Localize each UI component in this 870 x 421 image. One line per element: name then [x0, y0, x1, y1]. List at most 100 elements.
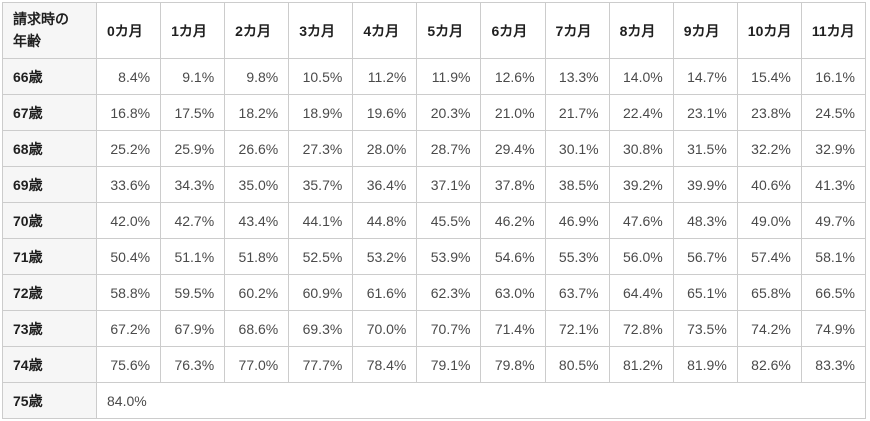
rate-cell: 53.2% — [352, 238, 418, 275]
rate-cell: 78.4% — [352, 346, 418, 383]
table-row: 66歳 8.4% 9.1% 9.8% 10.5% 11.2% 11.9% 12.6% 13.3%… — [2, 58, 867, 95]
rate-cell: 21.0% — [480, 94, 546, 131]
rate-cell: 56.7% — [672, 238, 738, 275]
table-body: 66歳 8.4% 9.1% 9.8% 10.5% 11.2% 11.9% 12.6% 13.3%… — [2, 58, 867, 419]
rate-cell: 17.5% — [160, 94, 226, 131]
rate-cell: 8.4% — [95, 58, 162, 95]
rate-cell: 12.6% — [480, 58, 546, 95]
rate-cell: 22.4% — [608, 94, 674, 131]
age-label: 66歳 — [2, 58, 97, 95]
table-row: 72歳 58.8% 59.5% 60.2% 60.9% 61.6% 62.3% 63.0% 63… — [2, 274, 867, 311]
rate-cell: 66.5% — [800, 274, 867, 311]
rate-cell: 46.2% — [480, 202, 546, 239]
month-header: 8カ月 — [608, 2, 674, 59]
rate-cell: 57.4% — [736, 238, 802, 275]
rate-cell: 58.8% — [95, 274, 162, 311]
rate-cell: 27.3% — [288, 130, 354, 167]
rate-cell: 62.3% — [416, 274, 482, 311]
rate-cell: 51.8% — [224, 238, 290, 275]
age-label: 74歳 — [2, 346, 97, 383]
rate-cell: 15.4% — [736, 58, 802, 95]
rate-cell: 18.9% — [288, 94, 354, 131]
rate-cell: 38.5% — [544, 166, 610, 203]
rate-cell: 51.1% — [160, 238, 226, 275]
rate-cell: 79.1% — [416, 346, 482, 383]
rate-cell: 74.9% — [800, 310, 867, 347]
rate-cell: 30.8% — [608, 130, 674, 167]
rate-cell: 45.5% — [416, 202, 482, 239]
rate-cell: 24.5% — [800, 94, 867, 131]
rate-cell: 39.2% — [608, 166, 674, 203]
table-row: 67歳 16.8% 17.5% 18.2% 18.9% 19.6% 20.3% 21.0% 21… — [2, 94, 867, 131]
rate-cell: 9.1% — [160, 58, 226, 95]
rate-cell: 82.6% — [736, 346, 802, 383]
rate-cell: 35.7% — [288, 166, 354, 203]
month-header: 6カ月 — [480, 2, 546, 59]
rate-cell: 61.6% — [352, 274, 418, 311]
rate-cell: 67.2% — [95, 310, 162, 347]
table-row: 68歳 25.2% 25.9% 26.6% 27.3% 28.0% 28.7% 29.4% 30… — [2, 130, 867, 167]
rate-cell: 76.3% — [160, 346, 226, 383]
rate-cell: 59.5% — [160, 274, 226, 311]
rate-cell: 65.1% — [672, 274, 738, 311]
rate-cell: 28.7% — [416, 130, 482, 167]
rate-cell: 44.1% — [288, 202, 354, 239]
table-header: 請求時の 年齢 0カ月 1カ月 2カ月 3カ月 4カ月 5カ月 6カ月 7カ月 8カ月 9カ月 10カ… — [2, 2, 867, 59]
age-label: 68歳 — [2, 130, 97, 167]
age-label: 72歳 — [2, 274, 97, 311]
rate-cell: 16.1% — [800, 58, 867, 95]
rate-cell: 67.9% — [160, 310, 226, 347]
rate-cell: 11.2% — [352, 58, 418, 95]
rate-cell: 48.3% — [672, 202, 738, 239]
age-label: 67歳 — [2, 94, 97, 131]
rate-cell: 25.2% — [95, 130, 162, 167]
rate-cell: 58.1% — [800, 238, 867, 275]
rate-cell: 25.9% — [160, 130, 226, 167]
rate-cell: 77.7% — [288, 346, 354, 383]
rate-cell: 9.8% — [224, 58, 290, 95]
rate-cell: 49.7% — [800, 202, 867, 239]
rate-cell: 13.3% — [544, 58, 610, 95]
rate-cell: 71.4% — [480, 310, 546, 347]
rate-cell: 39.9% — [672, 166, 738, 203]
rate-cell: 10.5% — [288, 58, 354, 95]
table-row: 69歳 33.6% 34.3% 35.0% 35.7% 36.4% 37.1% 37.8% 38… — [2, 166, 867, 203]
table-row: 71歳 50.4% 51.1% 51.8% 52.5% 53.2% 53.9% 54.6% 55… — [2, 238, 867, 275]
rate-cell: 37.1% — [416, 166, 482, 203]
rate-cell: 41.3% — [800, 166, 867, 203]
rate-cell: 69.3% — [288, 310, 354, 347]
corner-header: 請求時の 年齢 — [2, 2, 97, 59]
rate-cell: 14.0% — [608, 58, 674, 95]
rate-cell: 47.6% — [608, 202, 674, 239]
rate-cell: 28.0% — [352, 130, 418, 167]
rate-cell: 70.7% — [416, 310, 482, 347]
table-row: 73歳 67.2% 67.9% 68.6% 69.3% 70.0% 70.7% 71.4% 72… — [2, 310, 867, 347]
month-header: 9カ月 — [672, 2, 738, 59]
rate-cell: 49.0% — [736, 202, 802, 239]
rate-cell: 43.4% — [224, 202, 290, 239]
rate-cell: 70.0% — [352, 310, 418, 347]
rate-cell: 19.6% — [352, 94, 418, 131]
rate-cell: 83.3% — [800, 346, 867, 383]
rate-cell: 31.5% — [672, 130, 738, 167]
rate-cell: 55.3% — [544, 238, 610, 275]
rate-cell: 29.4% — [480, 130, 546, 167]
rate-cell: 18.2% — [224, 94, 290, 131]
rate-cell: 34.3% — [160, 166, 226, 203]
rate-cell: 42.7% — [160, 202, 226, 239]
month-header: 3カ月 — [288, 2, 354, 59]
month-header: 0カ月 — [95, 2, 162, 59]
rate-cell: 60.9% — [288, 274, 354, 311]
rate-cell: 46.9% — [544, 202, 610, 239]
month-header: 10カ月 — [736, 2, 802, 59]
age-label: 71歳 — [2, 238, 97, 275]
rate-cell: 16.8% — [95, 94, 162, 131]
rate-cell: 79.8% — [480, 346, 546, 383]
month-header: 7カ月 — [544, 2, 610, 59]
month-header: 2カ月 — [224, 2, 290, 59]
rate-cell: 63.7% — [544, 274, 610, 311]
rate-cell: 35.0% — [224, 166, 290, 203]
rate-cell: 64.4% — [608, 274, 674, 311]
rate-cell: 42.0% — [95, 202, 162, 239]
